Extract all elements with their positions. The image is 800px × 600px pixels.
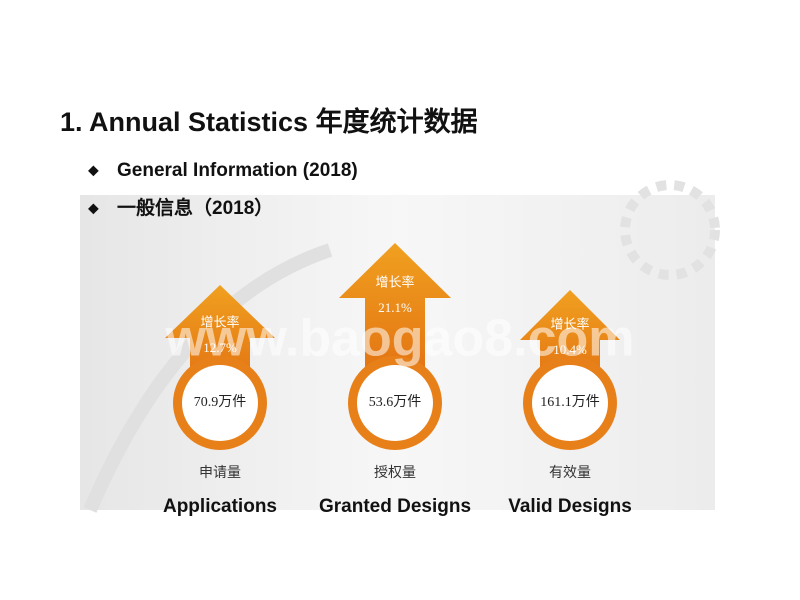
- bullet-marker: ◆: [88, 200, 99, 216]
- label-en: Valid Designs: [508, 496, 632, 517]
- label-cn: 有效量: [549, 465, 591, 481]
- value: 161.1万件: [540, 394, 600, 410]
- rate: 21.1%: [378, 300, 412, 315]
- rate: 12.7%: [203, 340, 237, 355]
- value-circle: [357, 365, 433, 441]
- rate-label: 增长率: [200, 315, 239, 331]
- arrow: [339, 243, 451, 403]
- bullet: General Information (2018): [117, 160, 358, 181]
- value: 53.6万件: [369, 394, 422, 410]
- value: 70.9万件: [194, 394, 247, 410]
- bullet: 一般信息（2018）: [117, 196, 273, 219]
- rate-label: 增长率: [550, 317, 589, 333]
- gear-decoration: [620, 180, 720, 280]
- label-en: Applications: [163, 496, 277, 517]
- value-circle: [532, 365, 608, 441]
- value-circle: [182, 365, 258, 441]
- rate-label: 增长率: [375, 275, 414, 291]
- label-en: Granted Designs: [319, 496, 471, 517]
- label-cn: 授权量: [374, 465, 416, 481]
- bullet-marker: ◆: [88, 162, 99, 178]
- rate: 10.4%: [553, 342, 587, 357]
- title: 1. Annual Statistics 年度统计数据: [60, 106, 478, 137]
- label-cn: 申请量: [199, 465, 241, 481]
- watermark: www.baogao8.com: [164, 310, 634, 368]
